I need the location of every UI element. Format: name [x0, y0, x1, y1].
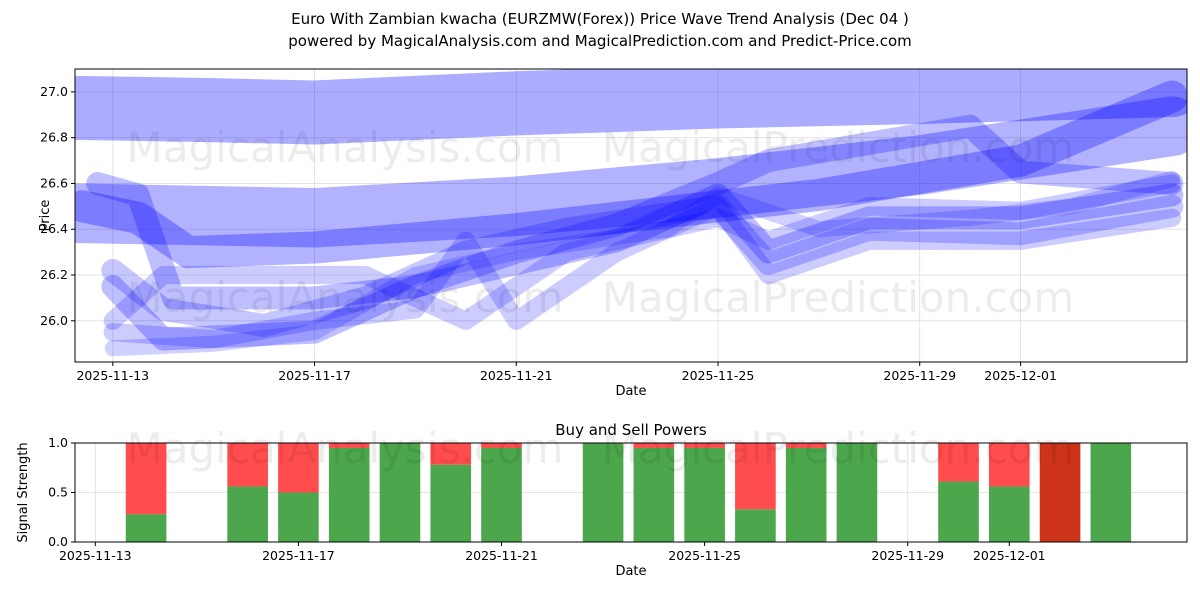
- x-tick-label: 2025-11-29: [871, 548, 944, 563]
- buy-power-bar: [328, 447, 370, 542]
- sell-power-bar: [481, 443, 522, 448]
- grid: [75, 69, 1187, 362]
- buy-power-bar: [582, 443, 624, 542]
- watermark: MagicalAnalysis.com: [127, 273, 564, 322]
- x-tick-label: 2025-11-25: [682, 368, 755, 383]
- sell-power-bar: [735, 443, 776, 510]
- x-tick-label: 2025-11-17: [262, 548, 335, 563]
- buy-power-bar: [125, 514, 167, 542]
- x-axis-label: Date: [615, 564, 646, 579]
- buy-power-bar: [227, 486, 268, 542]
- y-axis-label: Signal Strength: [16, 442, 31, 542]
- sell-power-bar: [328, 443, 370, 448]
- x-tick-label: 2025-11-21: [480, 368, 553, 383]
- y-tick-label: 0.0: [48, 534, 68, 549]
- buy-power-bar: [430, 464, 472, 542]
- wave-band: [75, 96, 1187, 248]
- watermark: MagicalAnalysis.com: [127, 424, 564, 473]
- watermark: MagicalAnalysis.com: [127, 123, 564, 172]
- buy-power-bar: [278, 492, 319, 542]
- x-tick-label: 2025-11-17: [278, 368, 351, 383]
- buy-power-bar: [735, 509, 776, 542]
- watermark: MagicalPrediction.com: [602, 424, 1075, 473]
- buy-power-bar: [633, 447, 675, 542]
- sell-power-bar: [785, 443, 827, 448]
- sell-power-bar: [430, 443, 472, 465]
- chart-subtitle: powered by MagicalAnalysis.com and Magic…: [288, 32, 912, 50]
- y-tick-label: 26.4: [40, 221, 68, 236]
- plot-frame: [74, 442, 1188, 543]
- sell-power-bar: [684, 443, 725, 448]
- buy-power-bar: [836, 443, 878, 542]
- sell-power-bar: [227, 443, 268, 487]
- x-tick-label: 2025-12-01: [973, 548, 1046, 563]
- wave-band: [104, 170, 1180, 357]
- wave-band: [86, 114, 1184, 310]
- y-axis-label: Price: [38, 200, 53, 232]
- chart-title: Euro With Zambian kwacha (EURZMW(Forex))…: [291, 10, 909, 28]
- sell-power-bar: [938, 443, 979, 482]
- wave-bands: [75, 69, 1187, 357]
- y-tick-label: 0.5: [48, 485, 68, 500]
- x-axis-label: Date: [615, 384, 646, 399]
- buy-power-bar: [938, 481, 979, 542]
- y-tick-label: 26.0: [40, 313, 68, 328]
- sell-power-bar: [633, 443, 675, 448]
- x-tick-label: 2025-11-21: [465, 548, 538, 563]
- buy-power-bar: [481, 447, 522, 542]
- wave-band: [101, 183, 1184, 351]
- watermark: MagicalPrediction.com: [602, 273, 1075, 322]
- wave-band: [75, 80, 1187, 269]
- y-tick-label: 26.2: [40, 267, 68, 282]
- y-tick-label: 27.0: [40, 84, 68, 99]
- y-tick-label: 1.0: [48, 435, 68, 450]
- buy-power-bar: [379, 443, 421, 542]
- sell-power-bar: [988, 443, 1030, 487]
- y-tick-label: 26.8: [40, 130, 68, 145]
- buy-power-bar: [684, 447, 725, 542]
- y-tick-label: 26.6: [40, 175, 68, 190]
- buy-power-bar: [785, 447, 827, 542]
- x-tick-label: 2025-11-29: [883, 368, 956, 383]
- x-tick-label: 2025-11-13: [59, 548, 132, 563]
- x-tick-label: 2025-11-25: [668, 548, 741, 563]
- watermark: MagicalPrediction.com: [602, 123, 1075, 172]
- x-tick-label: 2025-11-13: [76, 368, 149, 383]
- sell-power-bar: [1039, 443, 1081, 542]
- sell-power-bar: [278, 443, 319, 493]
- x-tick-label: 2025-12-01: [984, 368, 1057, 383]
- plot-frame: [74, 68, 1188, 363]
- wave-band: [103, 197, 1182, 349]
- subchart-title: Buy and Sell Powers: [555, 421, 707, 439]
- sell-power-bar: [125, 443, 167, 515]
- wave-band: [101, 194, 1184, 337]
- wave-band: [103, 174, 1182, 330]
- wave-band: [75, 69, 1187, 145]
- buy-power-bar: [1090, 443, 1132, 542]
- buy-power-bar: [988, 486, 1030, 542]
